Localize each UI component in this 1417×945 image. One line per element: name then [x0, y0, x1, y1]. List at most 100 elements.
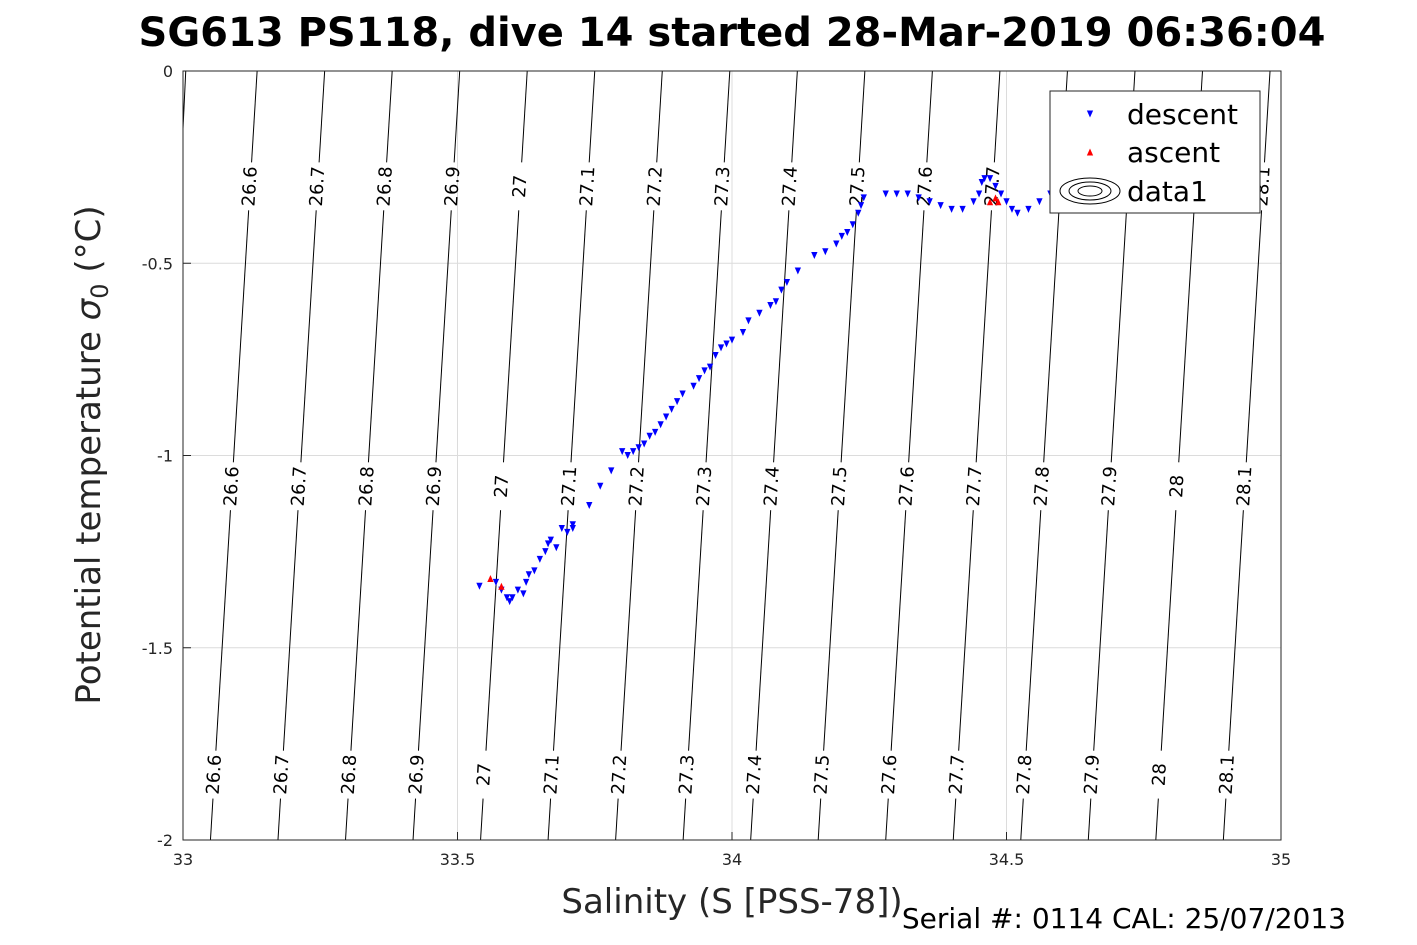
- contour-label: 26.9: [405, 754, 428, 795]
- descent-point: [1003, 198, 1010, 206]
- contour-line: [890, 510, 907, 751]
- descent-point: [542, 548, 549, 556]
- descent-point: [794, 267, 802, 275]
- contour-label: 27.1: [576, 166, 599, 207]
- contour-line: [485, 510, 502, 751]
- contour-line: [232, 210, 250, 463]
- contour-label: 26.7: [288, 466, 311, 507]
- contour-line: [367, 210, 385, 463]
- contour-label: 28.1: [1233, 466, 1256, 507]
- contour-label: 26.8: [374, 166, 397, 207]
- descent-point: [992, 182, 999, 190]
- x-axis-label: Salinity (S [PSS-78]): [561, 882, 902, 922]
- contour-label: 27.4: [760, 466, 783, 507]
- descent-point: [838, 232, 845, 240]
- x-tick-label: 33: [173, 850, 193, 869]
- descent-point: [778, 286, 785, 294]
- contour-line: [755, 510, 772, 751]
- contour-line: [993, 70, 1001, 163]
- contour-line: [688, 510, 704, 751]
- contour-label: 27: [473, 763, 495, 787]
- contour-label: 27.9: [1098, 466, 1121, 507]
- descent-point: [937, 202, 944, 210]
- descent-point: [1008, 205, 1016, 213]
- contour-line: [620, 510, 637, 751]
- x-tick-label: 34.5: [989, 850, 1025, 869]
- descent-point: [651, 428, 659, 436]
- descent-point: [531, 567, 538, 575]
- contour-line: [215, 510, 231, 751]
- descent-point: [849, 221, 856, 229]
- contour-label: 27.1: [540, 754, 563, 795]
- legend-items: descent ascent data1: [1059, 98, 1238, 208]
- descent-point: [701, 367, 708, 375]
- descent-point: [679, 390, 686, 398]
- contour-label: 27: [509, 174, 531, 198]
- ascent-point: [995, 198, 1002, 206]
- contour-line: [412, 798, 417, 841]
- descent-point: [695, 375, 703, 383]
- descent-point: [646, 432, 653, 440]
- descent-point: [657, 421, 664, 429]
- descent-point: [772, 298, 780, 306]
- legend-contour-icon: [1077, 185, 1103, 197]
- legend-ascent-label: ascent: [1127, 136, 1220, 169]
- contour-label: 27.4: [743, 754, 766, 795]
- descent-point: [624, 452, 631, 459]
- contour-line: [823, 510, 839, 751]
- contour-line: [435, 210, 452, 463]
- contour-line: [773, 210, 790, 463]
- contour-line: [656, 70, 663, 163]
- legend-data1-label: data1: [1127, 175, 1208, 208]
- contour-line: [926, 70, 933, 163]
- descent-point: [904, 190, 911, 198]
- descent-point: [739, 328, 747, 336]
- descent-point: [926, 198, 933, 206]
- contour-label: 26.9: [441, 166, 464, 207]
- descent-point: [476, 582, 483, 590]
- descent-point: [641, 440, 648, 448]
- contour-label: 27.5: [828, 466, 851, 507]
- contour-line: [791, 70, 798, 163]
- descent-point: [536, 555, 543, 563]
- contour-label: 27: [491, 474, 513, 498]
- descent-point: [608, 467, 615, 475]
- contour-line: [1228, 510, 1244, 751]
- descent-point: [975, 190, 983, 198]
- contour-label: 26.6: [238, 166, 261, 207]
- contour-line: [1222, 798, 1227, 841]
- contour-line: [277, 798, 281, 841]
- contour-line: [417, 510, 434, 751]
- descent-point: [767, 302, 774, 310]
- descent-point: [1025, 205, 1032, 213]
- contour-label: 27.1: [558, 466, 581, 507]
- descent-point: [981, 175, 988, 183]
- descent-point: [503, 594, 511, 602]
- descent-point: [970, 198, 977, 206]
- descent-point: [822, 248, 829, 256]
- descent-point: [635, 444, 642, 452]
- contour-line: [1263, 70, 1271, 163]
- contour-line: [553, 510, 569, 751]
- x-tick-label: 34: [722, 850, 742, 869]
- descent-point: [690, 382, 697, 390]
- descent-point: [997, 190, 1005, 198]
- ascent-point: [986, 198, 994, 206]
- contour-line: [1160, 510, 1177, 751]
- descent-point: [597, 482, 604, 490]
- descent-point: [948, 205, 955, 213]
- contour-label: 28: [1166, 474, 1188, 498]
- contour-line: [1087, 798, 1092, 841]
- descent-point: [855, 209, 862, 217]
- contour-label: 27.6: [896, 466, 919, 507]
- contour-line: [958, 510, 974, 751]
- contour-line: [521, 70, 528, 163]
- contour-line: [251, 70, 258, 163]
- contour-line: [723, 70, 731, 163]
- y-tick-label: -0.5: [142, 254, 173, 273]
- descent-point: [630, 448, 637, 456]
- descent-point: [882, 190, 889, 198]
- descent-point: [915, 194, 922, 202]
- contour-line: [1025, 510, 1042, 751]
- contour-label: 27.2: [644, 166, 667, 207]
